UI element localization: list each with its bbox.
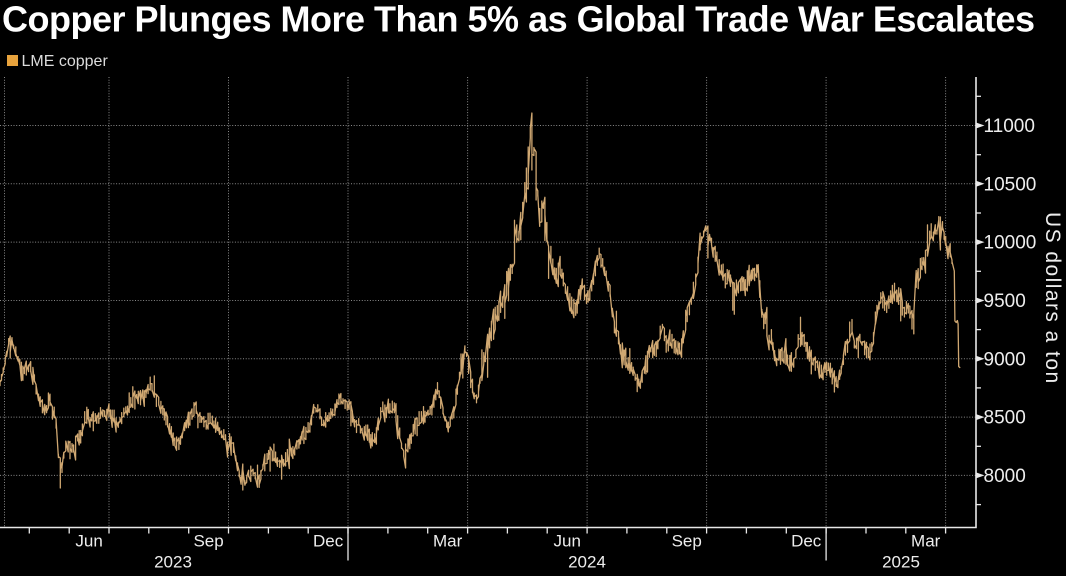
svg-text:Mar: Mar <box>433 532 463 551</box>
svg-text:8500: 8500 <box>984 408 1026 429</box>
svg-text:Jun: Jun <box>75 532 102 551</box>
svg-text:Jun: Jun <box>553 532 580 551</box>
svg-text:Sep: Sep <box>672 532 702 551</box>
svg-text:Mar: Mar <box>911 532 941 551</box>
svg-text:9500: 9500 <box>984 291 1026 312</box>
svg-text:US dollars a ton: US dollars a ton <box>1041 212 1064 385</box>
svg-text:Copper Plunges More Than 5% as: Copper Plunges More Than 5% as Global Tr… <box>2 0 1034 40</box>
svg-text:LME copper: LME copper <box>22 53 109 70</box>
svg-text:2023: 2023 <box>154 553 192 572</box>
svg-text:2025: 2025 <box>882 553 920 572</box>
svg-text:10000: 10000 <box>984 233 1037 254</box>
svg-text:11000: 11000 <box>984 116 1035 137</box>
svg-text:Sep: Sep <box>193 532 223 551</box>
svg-text:Dec: Dec <box>791 532 822 551</box>
svg-text:10500: 10500 <box>984 174 1037 195</box>
svg-text:Dec: Dec <box>313 532 344 551</box>
svg-text:2024: 2024 <box>568 553 606 572</box>
svg-text:9000: 9000 <box>984 349 1026 370</box>
svg-text:8000: 8000 <box>984 466 1026 487</box>
